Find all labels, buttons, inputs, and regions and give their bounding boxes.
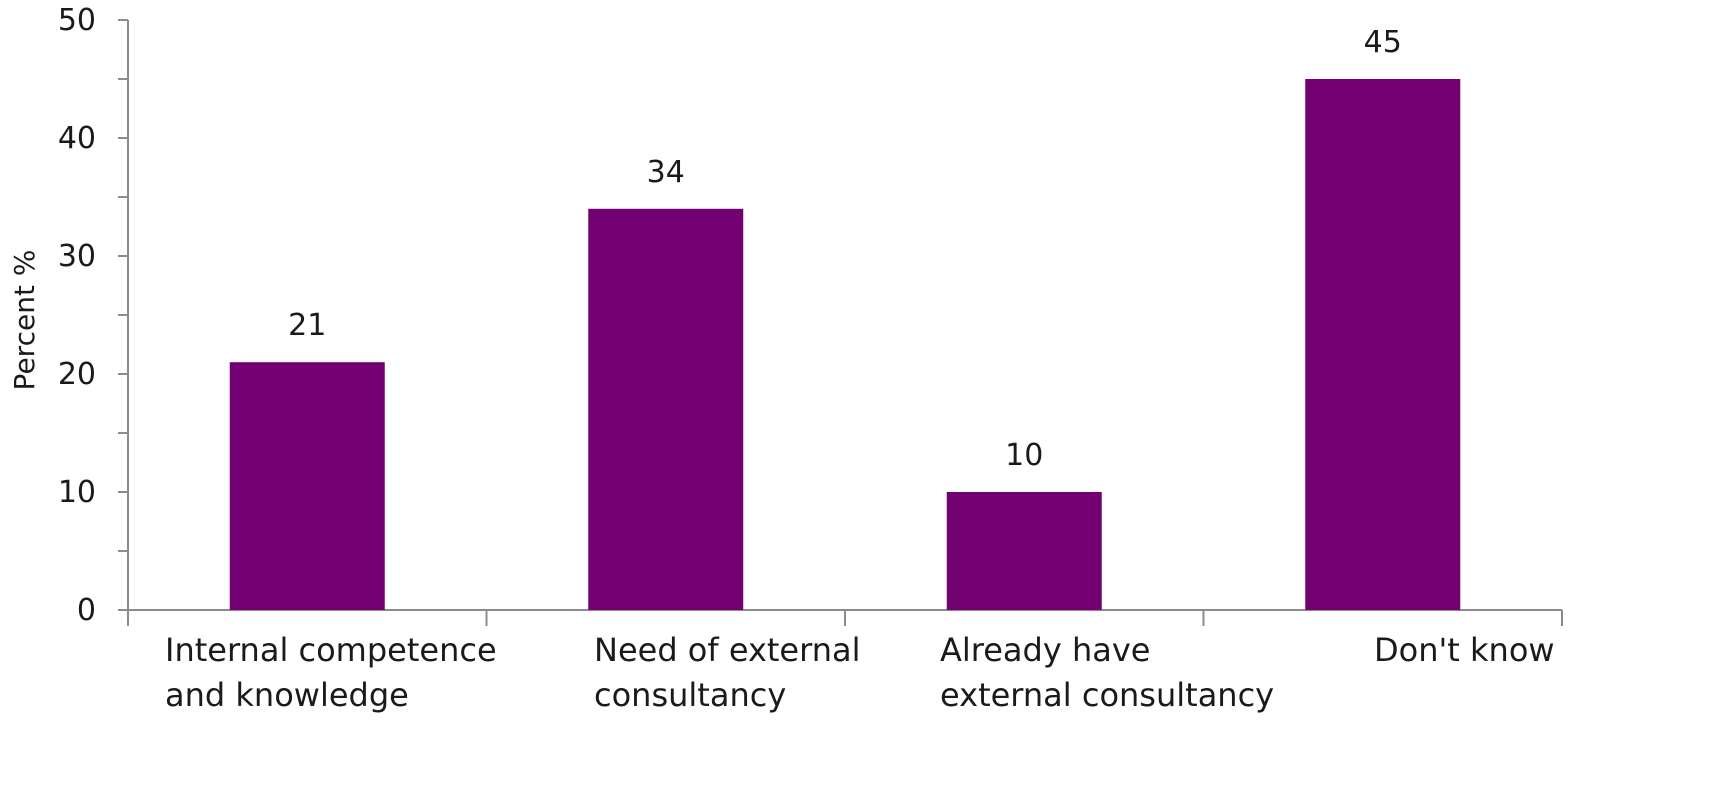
category-labels: Internal competence and knowledge Need of …	[165, 631, 1555, 714]
data-label: 45	[1364, 25, 1402, 60]
bar	[1305, 79, 1461, 610]
y-tick-label: 50	[58, 3, 96, 38]
y-tick-label: 20	[58, 357, 96, 392]
y-tick-label: 10	[58, 475, 96, 510]
data-labels: 21 34 10 45	[288, 25, 1402, 473]
bar	[229, 362, 385, 610]
y-tick-label: 0	[77, 593, 96, 628]
data-label: 34	[647, 155, 685, 190]
y-ticks: 0 10 20 30 40 50	[58, 3, 128, 628]
category-label: and knowledge	[165, 676, 409, 714]
category-label: Don't know	[1374, 631, 1555, 669]
category-label: Internal competence	[165, 631, 497, 669]
data-label: 21	[288, 308, 326, 343]
bar	[588, 208, 744, 611]
y-tick-label: 40	[58, 121, 96, 156]
data-label: 10	[1005, 438, 1043, 473]
category-label: Need of external	[594, 631, 860, 669]
category-label: Already have	[940, 631, 1150, 669]
y-axis-label-group: Percent %	[8, 250, 41, 391]
y-tick-label: 30	[58, 239, 96, 274]
bars	[229, 79, 1461, 611]
bar	[946, 492, 1102, 610]
category-label: external consultancy	[940, 676, 1274, 714]
y-axis-label: Percent %	[8, 250, 41, 391]
category-label: consultancy	[594, 676, 786, 714]
